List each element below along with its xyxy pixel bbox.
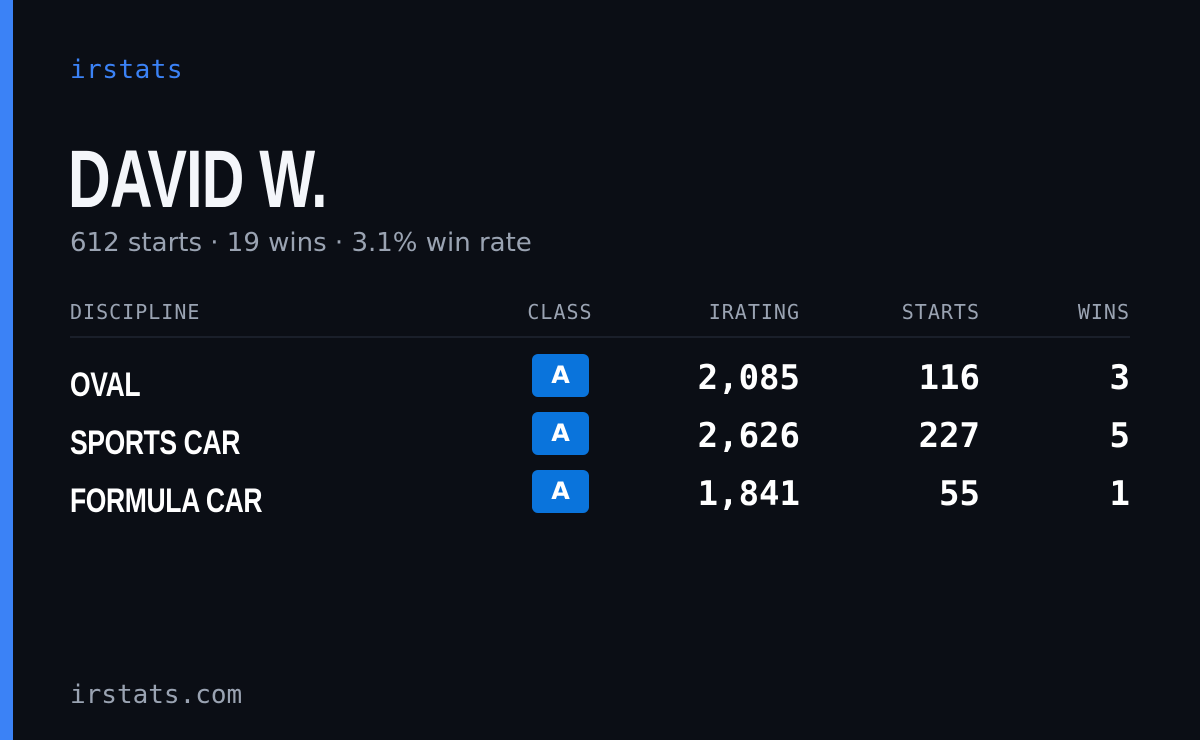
brand-logo-text: irstats bbox=[70, 55, 184, 85]
table-row: SPORTS CAR A 2,626 227 5 bbox=[70, 412, 1130, 470]
irating-value: 2,626 bbox=[697, 416, 800, 456]
starts-value: 116 bbox=[918, 358, 980, 398]
irating-value: 1,841 bbox=[697, 474, 800, 514]
table-header: DISCIPLINE CLASS IRATING STARTS WINS bbox=[70, 296, 1130, 338]
starts-value: 227 bbox=[918, 416, 980, 456]
header-irating: IRATING bbox=[708, 300, 800, 324]
header-starts: STARTS bbox=[901, 300, 980, 324]
wins-value: 1 bbox=[1109, 474, 1130, 514]
accent-bar bbox=[0, 0, 13, 740]
header-wins: WINS bbox=[1077, 300, 1130, 324]
discipline-name: FORMULA CAR bbox=[70, 482, 263, 520]
discipline-table: DISCIPLINE CLASS IRATING STARTS WINS OVA… bbox=[70, 296, 1130, 528]
header-class: CLASS bbox=[527, 300, 593, 324]
starts-value: 55 bbox=[939, 474, 980, 514]
table-body: OVAL A 2,085 116 3 SPORTS CAR A 2,626 22… bbox=[70, 338, 1130, 528]
discipline-name: OVAL bbox=[70, 366, 141, 404]
player-summary: 612 starts · 19 wins · 3.1% win rate bbox=[70, 228, 532, 258]
discipline-name: SPORTS CAR bbox=[70, 424, 240, 462]
irating-value: 2,085 bbox=[697, 358, 800, 398]
wins-value: 3 bbox=[1109, 358, 1130, 398]
class-badge: A bbox=[532, 470, 589, 513]
header-discipline: DISCIPLINE bbox=[70, 300, 201, 324]
player-name: DAVID W. bbox=[68, 134, 328, 225]
class-badge: A bbox=[532, 412, 589, 455]
footer-url: irstats.com bbox=[70, 680, 243, 710]
class-badge: A bbox=[532, 354, 589, 397]
wins-value: 5 bbox=[1109, 416, 1130, 456]
table-row: OVAL A 2,085 116 3 bbox=[70, 354, 1130, 412]
table-row: FORMULA CAR A 1,841 55 1 bbox=[70, 470, 1130, 528]
